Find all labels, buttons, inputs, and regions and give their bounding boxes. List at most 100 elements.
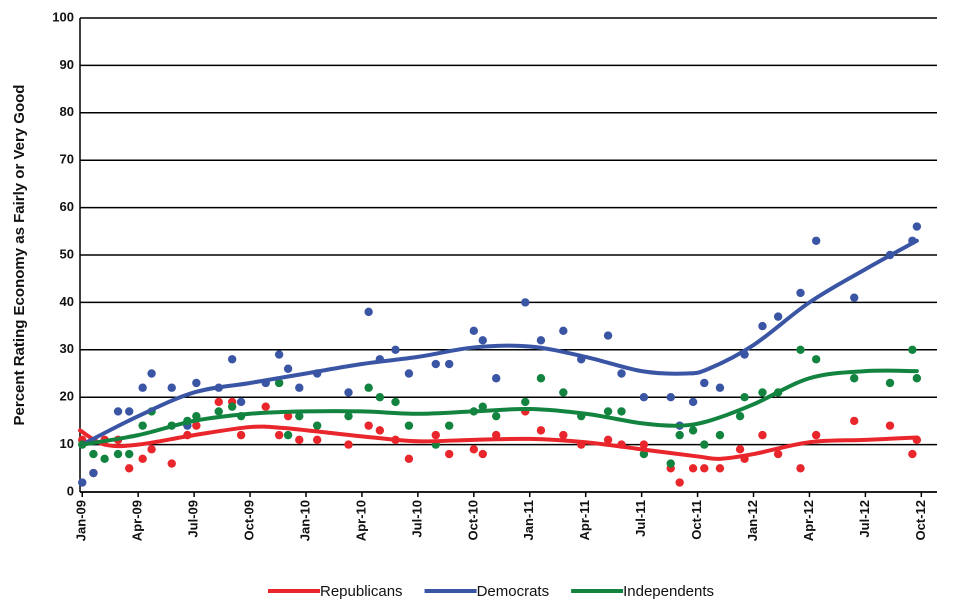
data-point [491,411,501,421]
data-point [469,445,479,454]
data-point [688,426,698,435]
x-tick-label: Oct-10 [465,500,480,540]
x-tick-label: Jan-11 [521,500,536,540]
data-point [536,336,546,345]
data-point [312,435,322,445]
data-point [261,402,270,411]
data-point [214,407,223,416]
data-point [138,454,147,464]
data-point [773,449,783,459]
x-tick-label: Jul-09 [186,500,201,538]
data-point [89,468,98,478]
data-point [885,378,895,388]
data-point [431,430,440,440]
data-point [478,402,487,411]
legend-label: Republicans [320,583,403,600]
y-tick-label: 90 [60,57,74,72]
data-point [688,464,698,473]
data-point [688,397,698,407]
data-point [192,421,201,430]
data-point [364,307,373,317]
y-tick-label: 50 [60,246,74,261]
x-tick-label: Oct-09 [241,500,256,540]
data-point [758,321,767,331]
data-point [700,440,709,449]
data-point [113,407,123,416]
data-point [125,449,134,459]
data-point [666,459,675,468]
data-point [559,326,568,336]
x-tick-label: Jul-11 [633,500,648,537]
data-point [603,331,613,340]
data-point [758,430,767,440]
data-point [344,440,353,449]
data-point [521,298,530,307]
data-point [227,402,237,411]
data-point [885,421,895,430]
data-point [912,374,922,383]
data-point [740,393,749,402]
data-point [617,369,626,378]
data-point [536,426,546,435]
y-tick-label: 30 [60,341,74,356]
data-point [236,430,246,440]
data-point [125,407,134,416]
x-tick-label: Jan-12 [745,500,760,541]
data-point [796,345,805,354]
data-point [700,378,709,388]
x-tick-label: Apr-12 [801,500,816,541]
data-point [89,449,98,459]
data-point [147,445,156,454]
data-point [811,430,821,440]
trend-line [80,368,919,447]
y-tick-label: 100 [52,9,74,24]
data-point [344,411,353,421]
data-point [908,345,917,354]
y-tick-label: 20 [60,389,74,404]
data-point [295,411,304,421]
legend: Republicans Democrats Independents [268,583,714,600]
data-point [715,383,725,392]
data-point [639,440,649,449]
y-tick-label: 60 [60,199,74,214]
data-point [445,359,454,369]
data-point [375,426,385,435]
data-point [559,388,568,397]
legend-label: Democrats [477,583,550,600]
data-point [404,454,414,464]
data-point [850,374,859,383]
data-point [666,393,675,402]
data-point [404,421,414,430]
x-tick-label: Oct-11 [689,500,704,540]
y-tick-label: 40 [60,294,74,309]
data-point [715,430,725,440]
x-tick-label: Apr-10 [353,500,368,541]
data-point [227,355,237,364]
data-point [675,478,684,487]
data-point [113,449,123,459]
data-point [758,388,767,397]
y-tick-label: 80 [60,104,74,119]
data-point [675,430,684,440]
x-tick-label: Jan-10 [297,500,312,541]
data-point [773,312,783,321]
data-point [312,421,322,430]
data-point [391,397,400,407]
y-axis-title: Percent Rating Economy as Fairly or Very… [11,85,28,426]
y-tick-label: 0 [67,483,74,498]
data-point [100,454,109,464]
data-point [167,459,176,468]
data-point [274,378,284,388]
data-point [469,326,479,336]
data-point [639,393,649,402]
data-point [445,421,454,430]
data-point [364,421,373,430]
data-point [478,449,487,459]
data-point [796,288,805,298]
data-point [236,397,246,407]
data-point [375,393,385,402]
data-point [283,364,293,373]
data-point [391,345,400,354]
data-point [715,464,725,473]
data-point [125,464,134,473]
